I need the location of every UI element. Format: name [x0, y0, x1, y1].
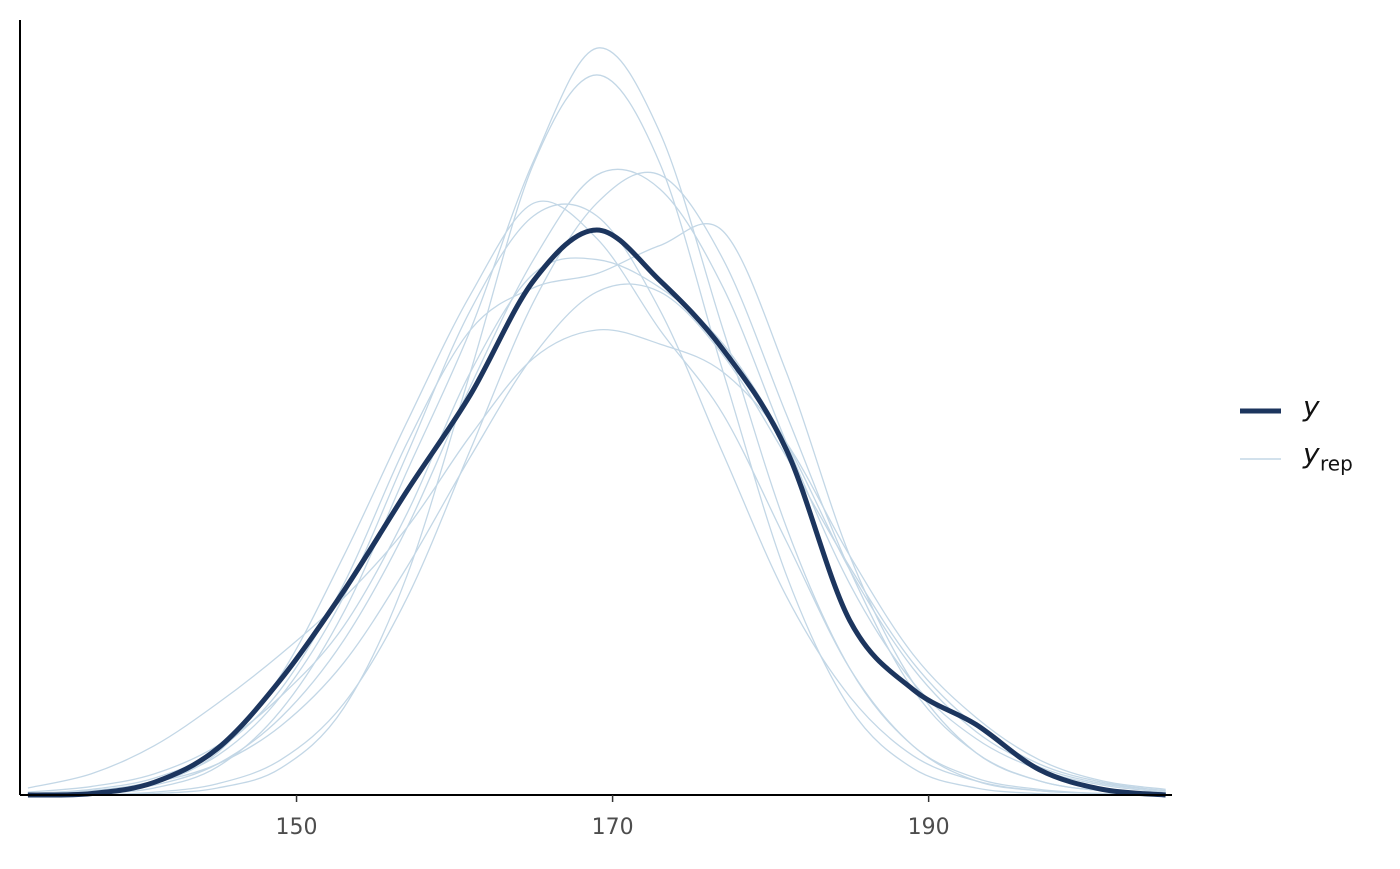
replicate-lines: [27, 47, 1166, 796]
replicate-line: [27, 171, 1166, 796]
replicate-line: [27, 47, 1166, 796]
replicate-line: [27, 223, 1166, 795]
x-tick-label: 190: [908, 815, 950, 840]
x-tick-label: 150: [276, 815, 318, 840]
legend-subscript: rep: [1320, 452, 1353, 476]
observed-lines: [27, 227, 1166, 798]
x-ticks: 150 170 190: [276, 795, 950, 840]
legend-label: y: [1302, 437, 1320, 470]
legend: y y rep: [1240, 390, 1353, 476]
replicate-line: [27, 74, 1166, 796]
replicate-line: [27, 328, 1166, 791]
replicate-line: [27, 203, 1166, 796]
x-tick-label: 170: [592, 815, 634, 840]
replicate-line: [27, 257, 1166, 793]
replicate-line: [27, 200, 1166, 796]
density-line: [27, 227, 1166, 798]
legend-label: y: [1302, 390, 1320, 423]
replicate-line: [27, 283, 1166, 795]
replicate-line: [27, 168, 1166, 796]
